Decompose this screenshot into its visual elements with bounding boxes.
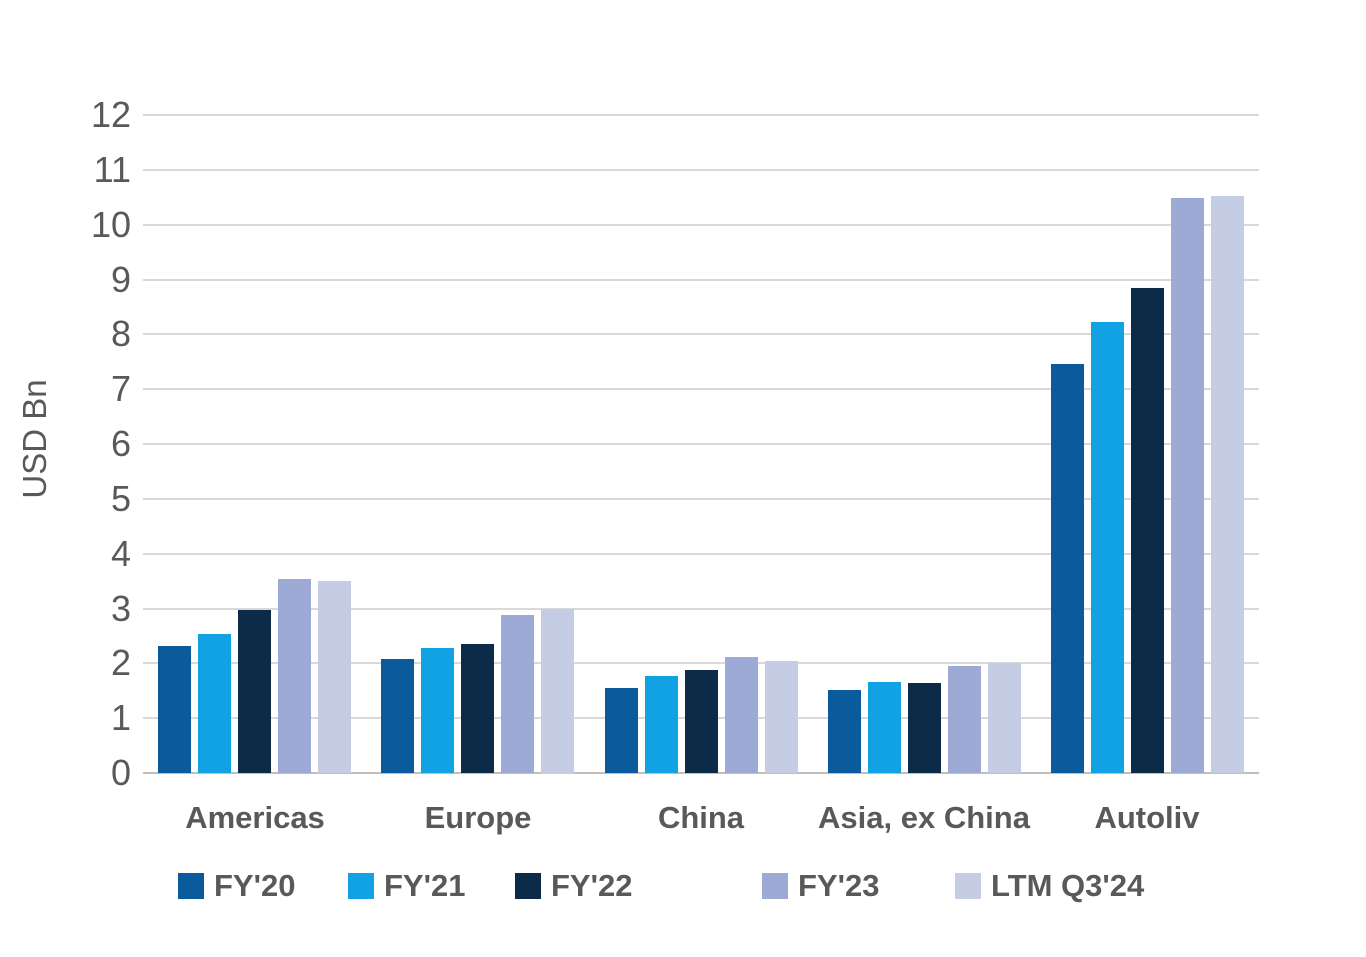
gridline-9	[143, 278, 1259, 281]
bar-europe-ltm-q3-24	[541, 609, 574, 774]
legend-marker-icon	[955, 873, 981, 899]
bar-asia--ex-china-fy-23	[948, 666, 981, 773]
bar-asia--ex-china-fy-21	[868, 682, 901, 773]
gridline-6	[143, 443, 1259, 445]
y-tick-label-1: 1	[110, 697, 131, 739]
bar-autoliv-ltm-q3-24	[1211, 196, 1244, 773]
bar-china-fy-21	[645, 676, 678, 773]
x-category-label-europe: Europe	[424, 800, 532, 835]
legend-marker-icon	[178, 873, 204, 899]
bar-americas-fy-20	[158, 646, 191, 773]
bar-europe-fy-23	[501, 615, 534, 773]
y-tick-label-11: 11	[93, 148, 131, 190]
gridline-12	[143, 114, 1259, 116]
x-axis-line	[143, 772, 1259, 774]
gridline-7	[143, 388, 1259, 391]
y-tick-label-0: 0	[110, 752, 131, 793]
bar-americas-fy-23	[278, 579, 311, 773]
bar-europe-fy-21	[421, 648, 454, 773]
bar-asia--ex-china-fy-20	[828, 690, 861, 773]
y-tick-label-3: 3	[110, 587, 131, 629]
legend-marker-icon	[515, 873, 541, 899]
bar-china-fy-20	[605, 688, 638, 773]
y-tick-label-10: 10	[90, 203, 131, 245]
bar-china-ltm-q3-24	[765, 661, 798, 773]
gridline-10	[143, 223, 1259, 226]
bar-asia--ex-china-ltm-q3-24	[988, 663, 1021, 773]
y-tick-label-4: 4	[110, 532, 131, 574]
gridline-2	[143, 662, 1259, 665]
y-tick-label-7: 7	[110, 368, 131, 410]
gridline-4	[143, 552, 1259, 555]
bar-europe-fy-20	[381, 659, 414, 773]
bar-china-fy-22	[685, 670, 718, 773]
y-tick-label-5: 5	[110, 477, 131, 519]
bar-autoliv-fy-23	[1171, 198, 1204, 773]
y-tick-label-2: 2	[110, 642, 131, 684]
y-tick-label-6: 6	[110, 423, 131, 464]
x-category-label-americas: Americas	[185, 800, 325, 835]
gridline-8	[143, 333, 1259, 336]
plot-area	[143, 114, 1259, 774]
x-category-label-asia--ex-china: Asia, ex China	[818, 800, 1030, 835]
x-category-label-china: China	[657, 800, 745, 835]
bar-asia--ex-china-fy-22	[908, 683, 941, 773]
x-category-label-autoliv: Autoliv	[1094, 800, 1200, 835]
bar-americas-ltm-q3-24	[318, 581, 351, 773]
bar-autoliv-fy-20	[1051, 364, 1084, 773]
legend-marker-icon	[762, 873, 788, 899]
legend-marker-icon	[348, 873, 374, 899]
y-tick-label-9: 9	[110, 258, 131, 300]
bar-americas-fy-22	[238, 610, 271, 773]
legend-label: FY'23	[798, 868, 880, 903]
bar-europe-fy-22	[461, 644, 494, 773]
legend-label: LTM Q3'24	[991, 868, 1145, 903]
y-tick-label-12: 12	[90, 94, 131, 135]
bar-autoliv-fy-22	[1131, 288, 1164, 773]
y-tick-label-8: 8	[110, 313, 131, 355]
gridline-5	[143, 497, 1259, 500]
bar-autoliv-fy-21	[1091, 322, 1124, 773]
bar-americas-fy-21	[198, 634, 231, 773]
legend-label: FY'21	[384, 868, 466, 903]
legend-label: FY'22	[551, 868, 633, 903]
legend-label: FY'20	[214, 868, 296, 903]
gridline-3	[143, 607, 1259, 610]
bar-china-fy-23	[725, 657, 758, 773]
gridline-11	[143, 168, 1259, 171]
